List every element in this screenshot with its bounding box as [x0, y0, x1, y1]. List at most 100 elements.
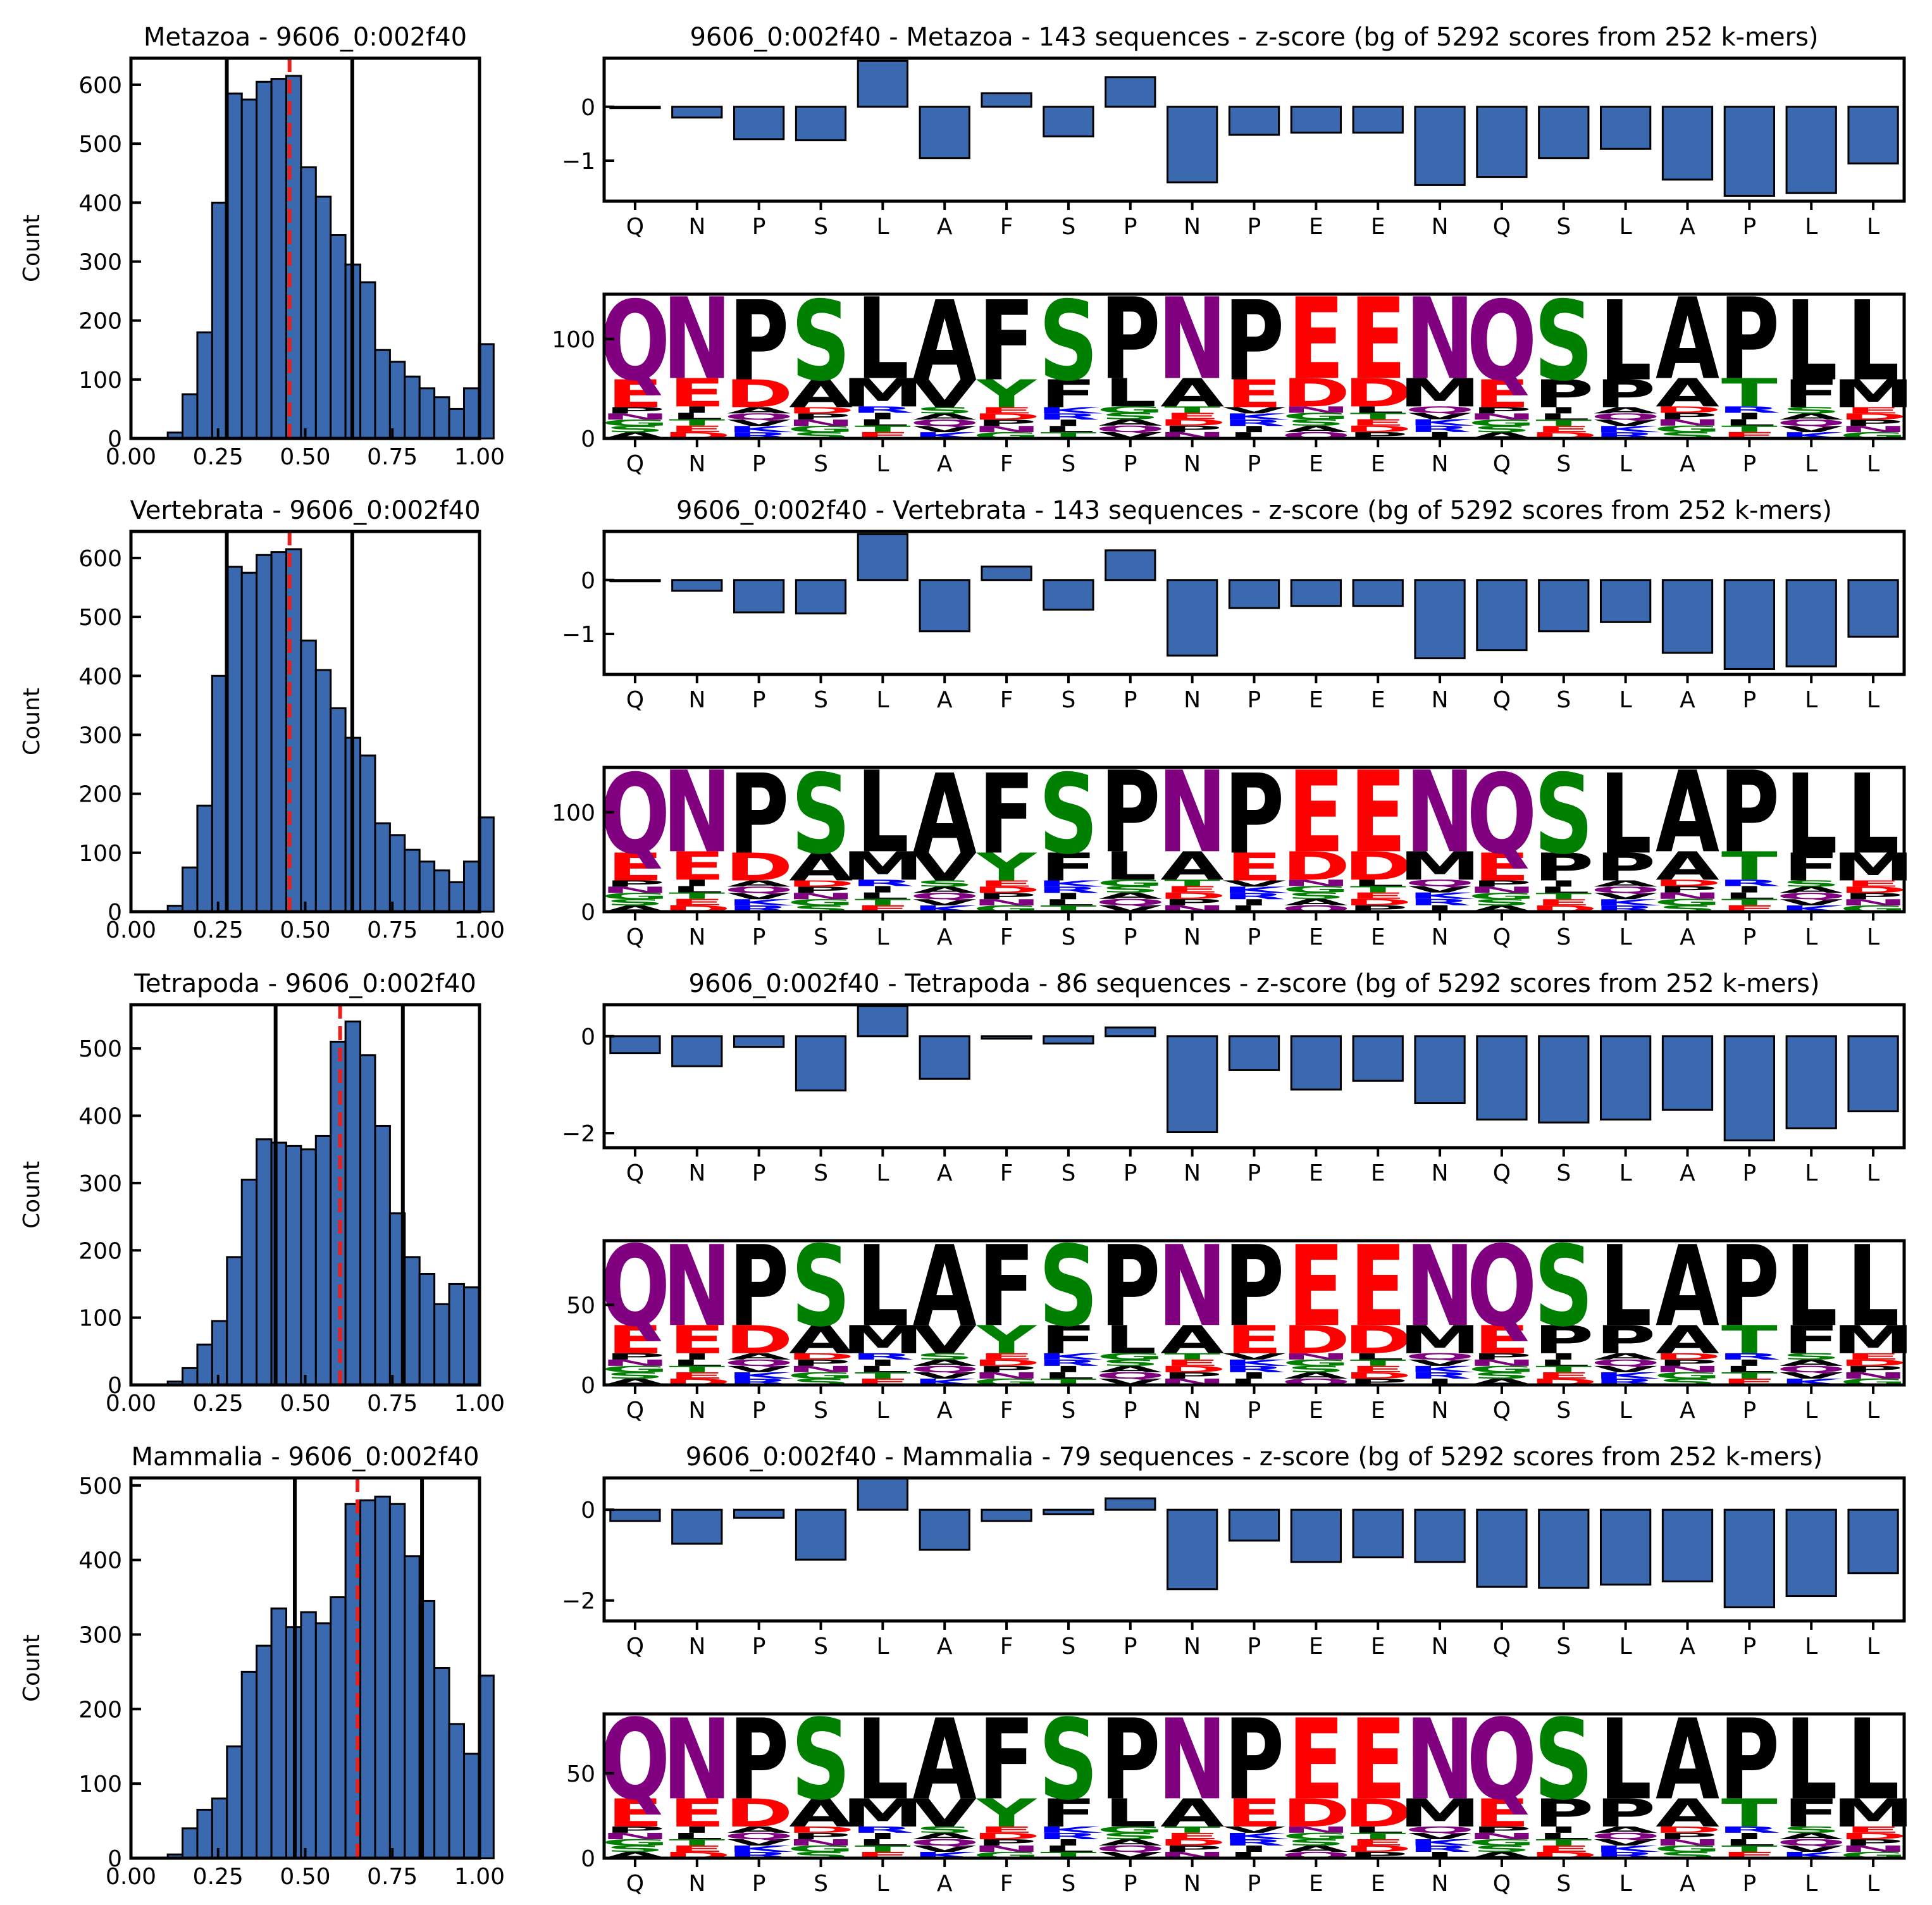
logo-letter: S [1039, 752, 1098, 879]
logo-letter: N [1467, 412, 1536, 422]
logo-letter: Y [976, 845, 1038, 890]
logo-letter: P [1595, 845, 1656, 890]
logo-letter: K [1222, 885, 1289, 895]
logo-letter: A [727, 406, 791, 416]
histogram-bar [270, 551, 287, 913]
x-tick-label: P [1248, 1398, 1261, 1424]
y-tick-label: 50 [566, 1761, 595, 1787]
logo-letter: L [857, 747, 909, 878]
logo-letter: V [1408, 884, 1472, 895]
x-tick-label: N [688, 451, 705, 477]
x-tick-label: Q [1493, 1634, 1511, 1660]
logo-letter: L [1785, 1696, 1838, 1825]
y-tick-label: 200 [78, 1238, 122, 1264]
logo-letter: Q [1467, 1222, 1537, 1351]
logo-letter: M [1399, 1791, 1481, 1836]
histogram-bar [256, 1644, 273, 1859]
logo-letter: E [1350, 1222, 1406, 1351]
histogram-bar [196, 1343, 213, 1386]
zscore-bar [1600, 1508, 1652, 1586]
x-tick-label: A [1680, 1398, 1695, 1424]
logo-letter: S [791, 1696, 851, 1825]
x-tick-label: P [1248, 687, 1261, 713]
histogram-bar [285, 1145, 302, 1386]
logo-letter: D [786, 406, 855, 416]
y-tick-label: 0 [108, 1846, 122, 1872]
logo-letter: S [1534, 1696, 1594, 1825]
logo-letter: R [1718, 1351, 1781, 1362]
logo-letter: D [972, 885, 1041, 895]
x-tick-label: L [1867, 687, 1879, 713]
x-tick-label: L [1867, 1398, 1879, 1424]
logo-letter: Q [724, 1831, 794, 1841]
y-tick-label: 300 [78, 249, 122, 275]
x-tick-label: P [752, 687, 766, 713]
logo-letter: R [1408, 1844, 1471, 1854]
zscore-bar [733, 106, 785, 140]
x-tick-label: A [937, 924, 953, 950]
x-tick-label: N [688, 1634, 705, 1660]
y-tick-label: 600 [78, 73, 122, 99]
histogram-bar [462, 1286, 480, 1386]
zscore-bar [857, 533, 908, 581]
logo-letter: A [1780, 885, 1843, 895]
y-axis-label: Count [19, 214, 45, 282]
logo-letter: V [1408, 1358, 1472, 1368]
logo-letter: S [1101, 1831, 1160, 1841]
logo-letter: N [600, 1358, 669, 1368]
zscore-chart-1: 0 −1 Q N P S L A F S P N P E E N Q S L A P L L 9606_0:002f40 - … [562, 496, 1906, 713]
logo-letter: R [1222, 418, 1285, 428]
y-tick-label: 100 [552, 327, 595, 353]
histogram-bar [404, 1256, 421, 1386]
logo-letter: Q [1776, 418, 1847, 428]
histogram-bar [211, 1320, 228, 1386]
logo-letter: S [791, 1222, 851, 1351]
logo-letter: L [1042, 898, 1094, 908]
logo-letter: V [913, 845, 977, 890]
x-tick-label: L [876, 1871, 889, 1897]
logo-letter: I [1734, 1831, 1765, 1841]
logo-letter: S [1286, 891, 1346, 901]
logo-letter: E [1350, 747, 1406, 878]
x-tick-label: S [1061, 1871, 1075, 1897]
zscore-bar [1538, 1035, 1590, 1124]
x-tick-label: 0.75 [367, 1864, 418, 1890]
logo-letter: S [1286, 1364, 1346, 1374]
x-tick-label: E [1309, 214, 1323, 240]
x-tick-label: N [1432, 924, 1449, 950]
y-tick-label: 600 [78, 546, 122, 572]
logo-letter: E [1845, 1825, 1902, 1835]
x-tick-label: P [752, 451, 766, 477]
x-tick-label: S [814, 1160, 828, 1186]
logo-letter: F [1040, 372, 1096, 416]
x-tick-label: F [1000, 1398, 1013, 1424]
logo-letter: V [727, 891, 791, 902]
logo-letter: V [1780, 1370, 1843, 1381]
logo-letter: T [1535, 1837, 1592, 1847]
logo-letter: L [1104, 1318, 1156, 1363]
logo-letter: L [671, 1831, 723, 1841]
histogram-bar [300, 166, 317, 440]
sequence-logo-1: ASGNPEQDETLIENRKVQADPSGNPDASETLIRMLKVQAS… [552, 747, 1914, 950]
logo-letter: S [1781, 1351, 1841, 1362]
logo-letter: E [669, 424, 725, 434]
logo-letter: G [1282, 1831, 1350, 1841]
x-tick-label: S [1556, 687, 1571, 713]
zscore-bar [919, 1508, 970, 1551]
logo-letter: A [913, 412, 977, 422]
x-tick-label: N [1184, 687, 1201, 713]
zscore-bar [609, 1035, 661, 1055]
logo-letter: M [1832, 845, 1914, 890]
logo-letter: S [1472, 1370, 1532, 1381]
zscore-bar [609, 1508, 661, 1522]
logo-letter: A [1098, 1837, 1162, 1847]
x-tick-label: A [937, 1871, 953, 1897]
zscore-bar [1167, 579, 1218, 657]
logo-letter: R [1222, 1364, 1285, 1374]
logo-letter: E [1845, 406, 1902, 416]
logo-letter: N [1839, 425, 1908, 435]
logo-letter: A [789, 1318, 853, 1363]
x-tick-label: P [752, 1160, 766, 1186]
logo-letter: D [1344, 424, 1412, 434]
logo-letter: G [1468, 1364, 1535, 1374]
